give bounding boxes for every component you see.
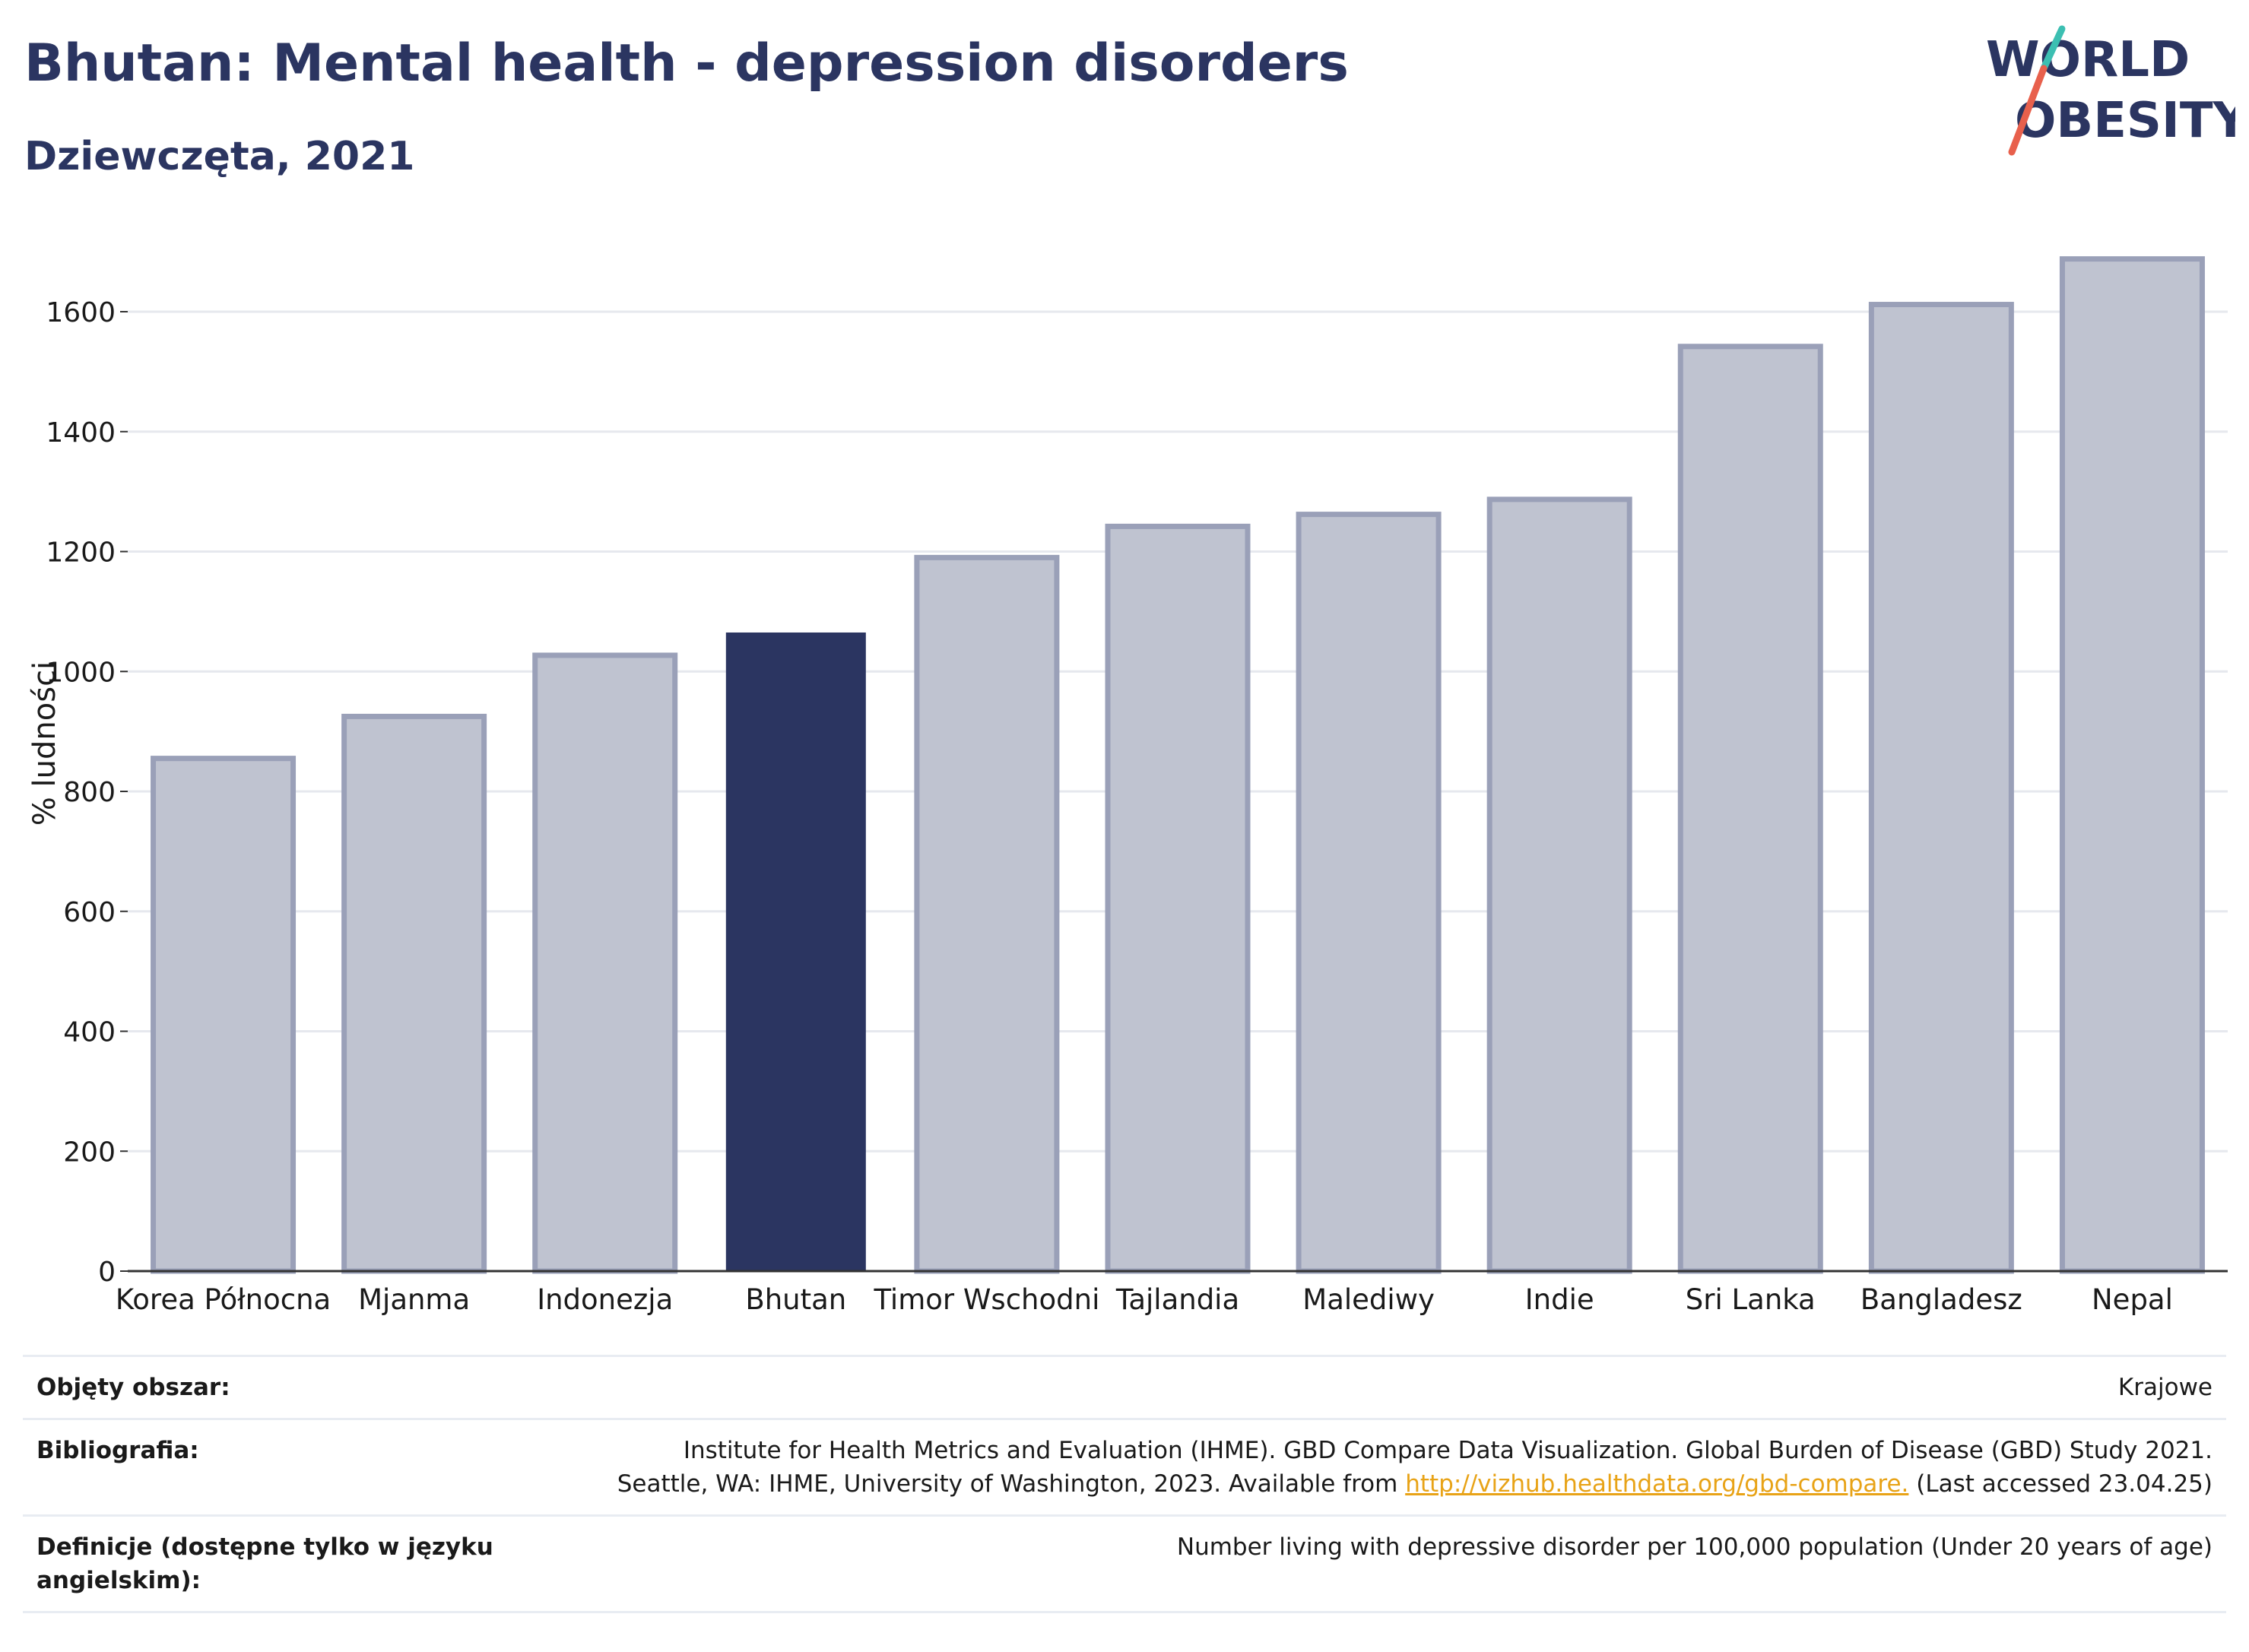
bars [151, 256, 2205, 1274]
y-tick-label: 1400 [46, 417, 116, 449]
bibliography-value: Institute for Health Metrics and Evaluat… [537, 1418, 2226, 1516]
bar-bhutan [725, 632, 866, 1271]
bar-korea-północna [151, 756, 297, 1274]
x-tick-label: Sri Lanka [1686, 1283, 1816, 1316]
bar-timor-wschodni [914, 554, 1060, 1274]
bibliography-link[interactable]: http://vizhub.healthdata.org/gbd-compare… [1405, 1470, 1909, 1498]
bar-tajlandia [1105, 523, 1251, 1274]
scope-row: Objęty obszar: Krajowe [23, 1355, 2226, 1419]
y-axis-label: % ludności [27, 661, 62, 826]
x-tick-label: Bhutan [745, 1283, 846, 1316]
bar-indonezja [532, 652, 678, 1274]
bar-bangladesz [1868, 302, 2014, 1274]
logo-slash-coral [2008, 65, 2048, 156]
bibliography-label: Bibliografia: [23, 1418, 537, 1516]
y-tick-label: 600 [63, 897, 116, 928]
bibliography-accessed: (Last accessed 23.04.25) [1916, 1470, 2213, 1498]
y-tick-labels: 0 200 400 600 800 1000 1200 1400 1600 [46, 297, 128, 1288]
bibliography-row: Bibliografia: Institute for Health Metri… [23, 1418, 2226, 1516]
logo-slash-teal [2040, 25, 2066, 72]
y-tick-label: 1600 [46, 297, 116, 328]
x-tick-label: Mjanma [358, 1283, 470, 1316]
chart-title: Bhutan: Mental health - depression disor… [24, 33, 1349, 94]
x-tick-label: Indie [1525, 1283, 1594, 1316]
x-tick-label: Timor Wschodni [873, 1283, 1099, 1316]
y-tick-label: 0 [98, 1257, 116, 1288]
y-tick-label: 800 [63, 777, 116, 808]
y-tick-label: 1200 [46, 537, 116, 569]
x-tick-label: Tajlandia [1115, 1283, 1239, 1316]
bar-chart: 0 200 400 600 800 1000 1200 1400 1600 Korea Półn… [27, 256, 2228, 1316]
logo-word-world: WORLD [1986, 32, 2190, 88]
x-tick-label: Malediwy [1302, 1283, 1435, 1316]
x-tick-label: Nepal [2092, 1283, 2173, 1316]
y-tick-label: 400 [63, 1017, 116, 1048]
scope-label: Objęty obszar: [23, 1355, 537, 1419]
bibliography-line2: Seattle, WA: IHME, University of Washing… [617, 1470, 1398, 1498]
bibliography-line1: Institute for Health Metrics and Evaluat… [683, 1437, 2213, 1464]
bar-malediwy [1296, 512, 1442, 1274]
world-obesity-logo: WORLD OBESITY [1986, 25, 2235, 156]
logo-word-obesity: OBESITY [2015, 93, 2235, 149]
bar-sri-lanka [1677, 344, 1823, 1274]
definitions-row: Definicje (dostępne tylko w języku angie… [23, 1514, 2226, 1613]
scope-value: Krajowe [537, 1355, 2226, 1419]
x-tick-label: Korea Północna [116, 1283, 331, 1316]
bar-mjanma [341, 713, 487, 1274]
y-tick-label: 200 [63, 1137, 116, 1168]
x-tick-labels: Korea Północna Mjanma Indonezja Bhutan Timor… [116, 1283, 2173, 1316]
x-tick-label: Bangladesz [1860, 1283, 2022, 1316]
chart-subtitle: Dziewczęta, 2021 [24, 134, 415, 179]
x-tick-label: Indonezja [537, 1283, 673, 1316]
definitions-value: Number living with depressive disorder p… [537, 1514, 2226, 1613]
bar-indie [1486, 496, 1632, 1274]
bar-nepal [2059, 256, 2205, 1274]
definitions-label: Definicje (dostępne tylko w języku angie… [23, 1514, 537, 1613]
metadata-table: Objęty obszar: Krajowe Bibliografia: Ins… [23, 1355, 2226, 1613]
y-tick-label: 1000 [46, 657, 116, 688]
